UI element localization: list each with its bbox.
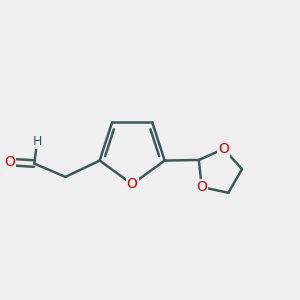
Text: O: O — [127, 177, 138, 191]
Text: H: H — [33, 135, 42, 148]
Text: O: O — [218, 142, 229, 156]
Text: O: O — [4, 155, 15, 169]
Text: O: O — [196, 180, 207, 194]
